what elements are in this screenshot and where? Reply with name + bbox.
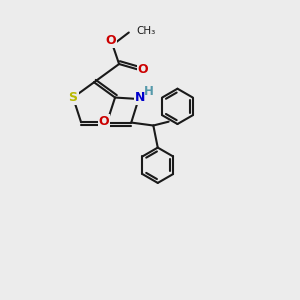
Text: CH₃: CH₃ [136, 26, 155, 36]
Text: O: O [99, 115, 110, 128]
Text: O: O [106, 34, 116, 47]
Text: O: O [137, 63, 148, 76]
Text: S: S [69, 91, 78, 104]
Text: N: N [135, 91, 145, 104]
Text: H: H [144, 85, 154, 98]
